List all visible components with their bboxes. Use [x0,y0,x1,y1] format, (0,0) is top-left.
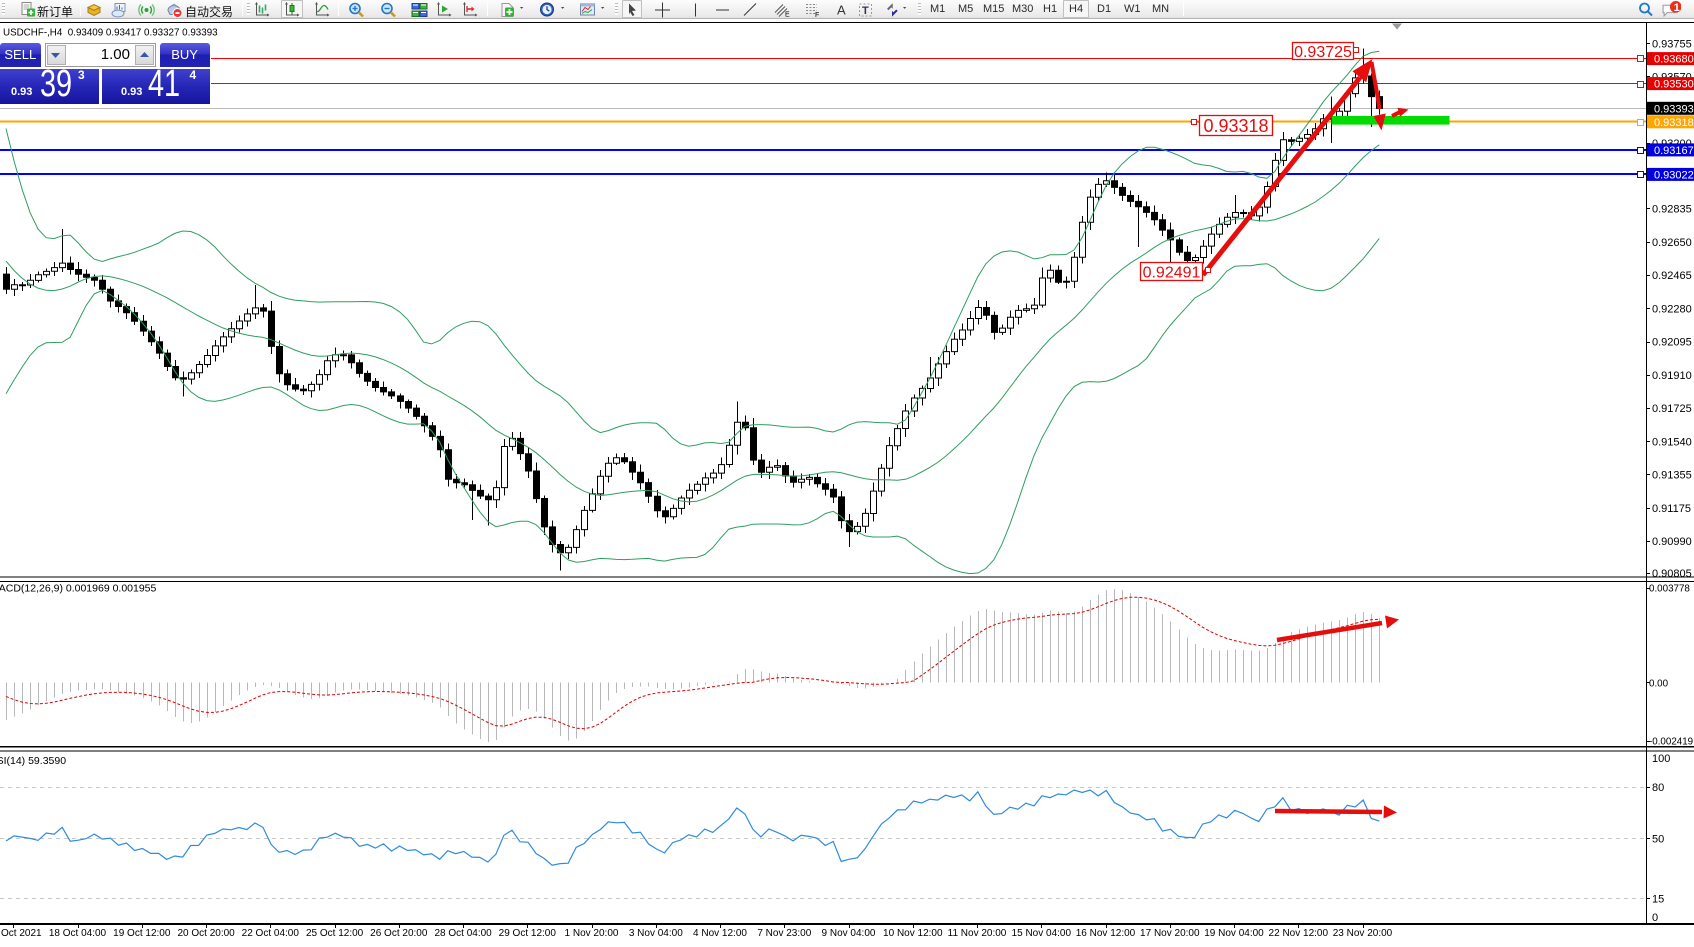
svg-text:0.91725: 0.91725 [1652,403,1692,415]
svg-text:0.92835: 0.92835 [1652,204,1692,216]
svg-text:0.93167: 0.93167 [1654,145,1694,157]
svg-text:26 Oct 20:00: 26 Oct 20:00 [370,928,428,939]
svg-text:0.003778: 0.003778 [1649,584,1690,595]
svg-text:0.91540: 0.91540 [1652,436,1692,448]
svg-text:23 Nov 20:00: 23 Nov 20:00 [1333,928,1393,939]
svg-text:17 Nov 20:00: 17 Nov 20:00 [1140,928,1200,939]
svg-text:15: 15 [1652,893,1664,905]
svg-text:F: F [815,12,819,19]
svg-text:0.90805: 0.90805 [1652,568,1692,580]
svg-text:0.00: 0.00 [1649,678,1669,689]
svg-text:25 Oct 12:00: 25 Oct 12:00 [306,928,364,939]
svg-text:0: 0 [1652,912,1658,924]
svg-text:0.90990: 0.90990 [1652,536,1692,548]
svg-text:15 Nov 04:00: 15 Nov 04:00 [1012,928,1072,939]
svg-text:29 Oct 12:00: 29 Oct 12:00 [499,928,557,939]
svg-text:19 Oct 12:00: 19 Oct 12:00 [113,928,171,939]
svg-text:0.92095: 0.92095 [1652,337,1692,349]
svg-text:0.91175: 0.91175 [1652,503,1691,515]
svg-text:0.93393: 0.93393 [1654,103,1694,115]
svg-text:T: T [862,5,869,17]
svg-text:1 Nov 20:00: 1 Nov 20:00 [565,928,619,939]
svg-text:19 Nov 04:00: 19 Nov 04:00 [1204,928,1264,939]
svg-text:7 Nov 23:00: 7 Nov 23:00 [757,928,811,939]
svg-text:28 Oct 04:00: 28 Oct 04:00 [434,928,492,939]
svg-text:0.93318: 0.93318 [1654,117,1694,129]
svg-text:0.92465: 0.92465 [1652,270,1692,282]
svg-text:9 Nov 04:00: 9 Nov 04:00 [822,928,876,939]
svg-text:80: 80 [1652,782,1664,794]
svg-text:10 Nov 12:00: 10 Nov 12:00 [883,928,943,939]
svg-text:0.91355: 0.91355 [1652,470,1692,482]
svg-text:Oct 2021: Oct 2021 [1,928,42,939]
svg-text:22 Nov 12:00: 22 Nov 12:00 [1269,928,1329,939]
svg-text:50: 50 [1652,833,1664,845]
svg-text:USDCHF-,H4 0.93409 0.93417 0.: USDCHF-,H4 0.93409 0.93417 0.93327 0.933… [3,28,218,39]
svg-text:3 Nov 04:00: 3 Nov 04:00 [629,928,683,939]
svg-text:0.93755: 0.93755 [1652,38,1692,50]
svg-text:0.93725: 0.93725 [1294,44,1352,61]
svg-text:22 Oct 04:00: 22 Oct 04:00 [242,928,300,939]
svg-text:0.93022: 0.93022 [1654,169,1694,181]
svg-text:A: A [837,3,846,18]
svg-text:0.92491: 0.92491 [1143,264,1201,281]
svg-text:0.93530: 0.93530 [1654,79,1694,91]
svg-text:100: 100 [1652,753,1670,765]
svg-text:E: E [785,12,790,19]
svg-text:4 Nov 12:00: 4 Nov 12:00 [693,928,747,939]
svg-text:18 Oct 04:00: 18 Oct 04:00 [49,928,107,939]
svg-text:1: 1 [1674,2,1680,14]
svg-text:RSI(14) 59.3590: RSI(14) 59.3590 [0,755,66,767]
svg-text:0.93318: 0.93318 [1203,116,1268,136]
svg-text:11 Nov 20:00: 11 Nov 20:00 [948,928,1007,939]
svg-text:0.93680: 0.93680 [1654,54,1694,66]
svg-text:-0.002419: -0.002419 [1649,737,1693,748]
svg-text:0.92650: 0.92650 [1652,237,1692,249]
svg-text:0.92280: 0.92280 [1652,303,1692,315]
svg-text:16 Nov 12:00: 16 Nov 12:00 [1076,928,1136,939]
svg-text:MACD(12,26,9) 0.001969 0.00195: MACD(12,26,9) 0.001969 0.001955 [0,583,157,595]
svg-text:20 Oct 20:00: 20 Oct 20:00 [177,928,235,939]
svg-text:0.91910: 0.91910 [1652,370,1692,382]
